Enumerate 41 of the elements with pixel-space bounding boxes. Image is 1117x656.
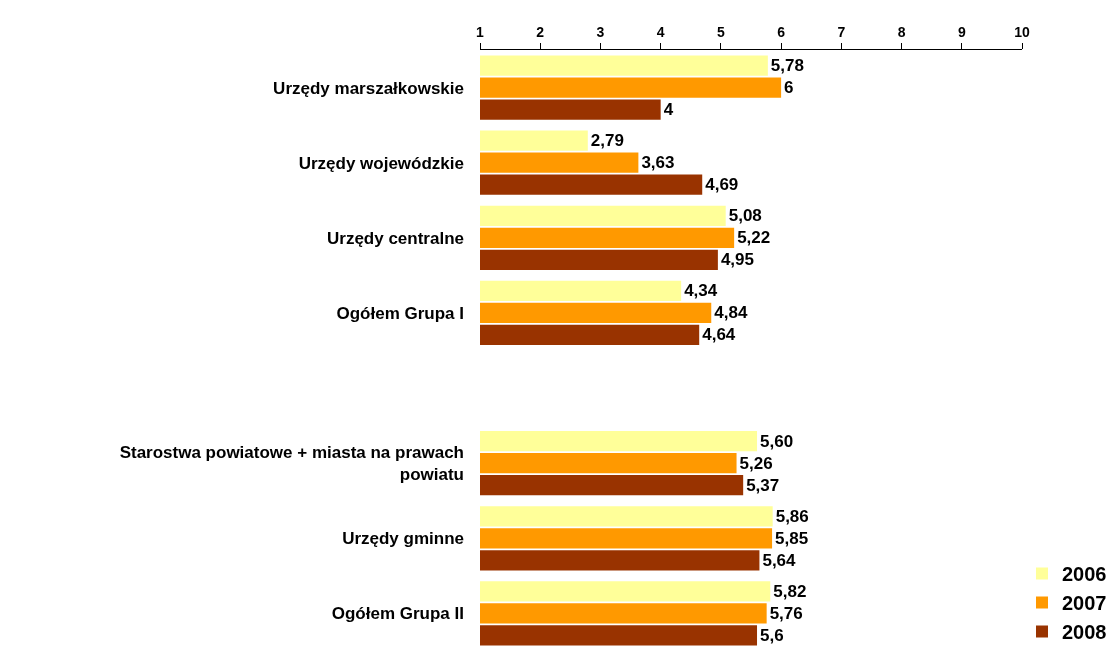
data-label: 6 — [784, 78, 794, 98]
x-tick-label: 4 — [656, 24, 665, 41]
x-tick-label: 3 — [596, 24, 605, 41]
data-label: 5,64 — [762, 550, 797, 570]
data-label: 5,6 — [760, 625, 784, 645]
x-tick-label: 5 — [716, 24, 725, 41]
y-tick-label: Ogółem Grupa II — [331, 604, 464, 624]
x-tick-label: 7 — [837, 24, 846, 41]
y-tick-label: Ogółem Grupa I — [336, 303, 464, 323]
data-label: 5,60 — [760, 431, 794, 451]
data-label: 5,26 — [739, 453, 773, 473]
data-label: 5,37 — [746, 475, 780, 495]
y-tick-label: Urzędy wojewódzkie — [298, 153, 464, 173]
y-tick-label: Urzędy marszałkowskie — [273, 78, 464, 98]
data-label: 4,34 — [684, 281, 718, 301]
data-label: 5,08 — [728, 206, 762, 226]
y-tick-label: Urzędy gminne — [342, 529, 464, 549]
data-label: 2,79 — [590, 131, 624, 151]
y-tick-label: Starostwa powiatowe + miasta na prawach powiatu — [119, 443, 464, 485]
data-label: 5,76 — [769, 603, 803, 623]
y-tick-label: Urzędy centralne — [327, 228, 464, 248]
x-tick-label: 8 — [897, 24, 906, 41]
data-label: 5,22 — [737, 228, 771, 248]
data-label: 3,63 — [641, 153, 675, 173]
data-label: 5,86 — [775, 506, 809, 526]
x-tick-label: 2 — [536, 24, 545, 41]
legend-label: 2008 — [1062, 621, 1107, 644]
data-label: 5,78 — [770, 56, 804, 76]
data-label: 5,82 — [773, 581, 807, 601]
x-tick-label: 6 — [777, 24, 786, 41]
x-tick-label: 9 — [957, 24, 966, 41]
legend-label: 2007 — [1062, 592, 1107, 615]
data-label: 4 — [663, 100, 674, 120]
legend-label: 2006 — [1062, 563, 1107, 586]
data-label: 4,95 — [720, 250, 754, 270]
x-tick-label: 10 — [1014, 24, 1030, 41]
data-label: 4,69 — [705, 175, 739, 195]
data-label: 4,84 — [714, 303, 748, 323]
x-tick-label: 1 — [476, 24, 485, 41]
data-label: 5,85 — [775, 528, 809, 548]
data-label: 4,64 — [702, 325, 736, 345]
